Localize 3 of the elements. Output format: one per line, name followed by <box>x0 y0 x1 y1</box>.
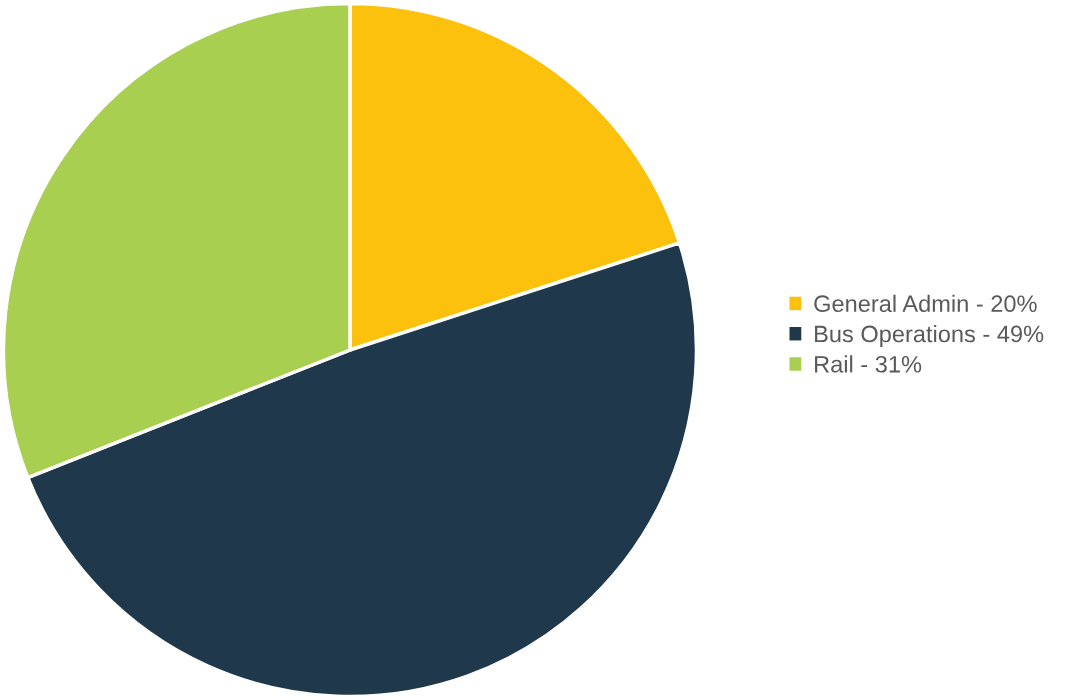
legend-label: General Admin - 20% <box>814 294 1037 313</box>
legend-label: Rail - 31% <box>815 355 922 373</box>
legend-label: Bus Operations - 49% <box>815 325 1044 348</box>
